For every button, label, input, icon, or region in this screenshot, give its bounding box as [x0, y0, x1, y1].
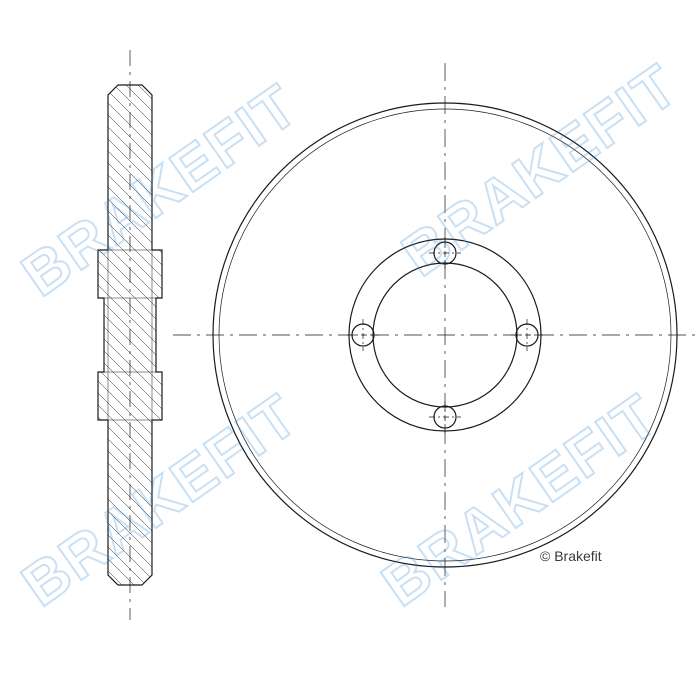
- drawing-canvas: BRAKEFITBRAKEFITBRAKEFITBRAKEFIT © Brake…: [0, 0, 700, 700]
- copyright-text: © Brakefit: [540, 548, 602, 564]
- technical-drawing: [0, 0, 700, 700]
